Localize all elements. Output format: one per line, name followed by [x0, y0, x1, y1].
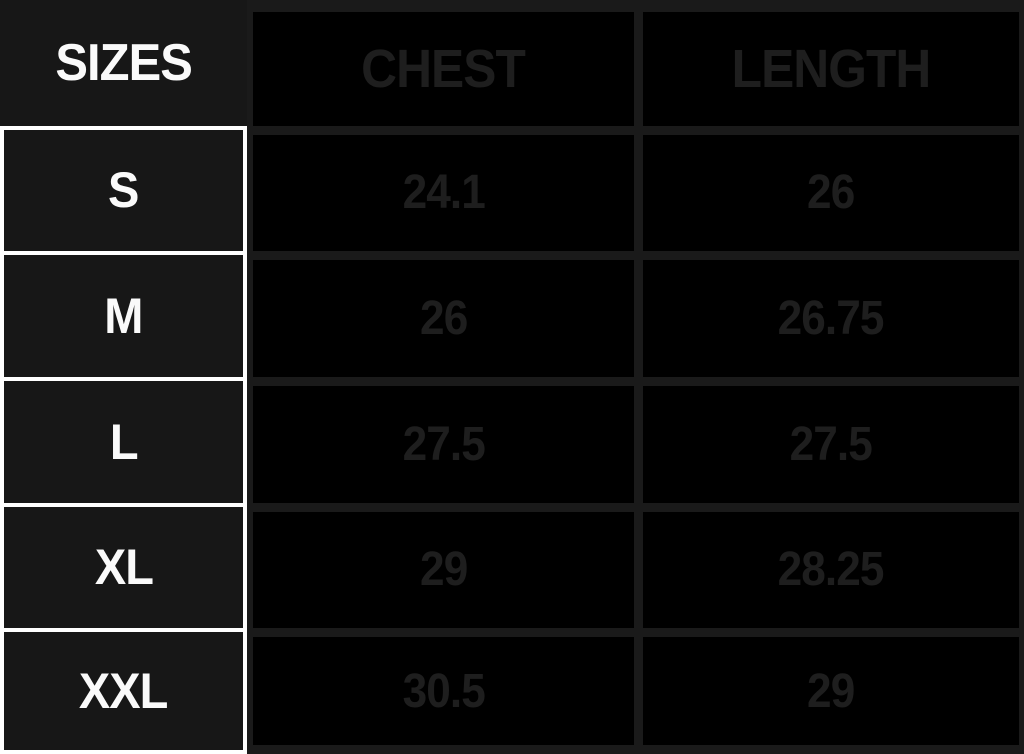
length-header-label: LENGTH	[731, 38, 932, 99]
chest-header-label: CHEST	[361, 38, 527, 99]
length-value: 28.25	[778, 543, 885, 597]
chest-value: 29	[419, 543, 468, 597]
chest-value-cell-l: 27.5	[247, 376, 634, 503]
chest-value: 24.1	[402, 166, 485, 220]
size-cell-m: M	[0, 251, 247, 377]
length-value-cell-m: 26.75	[634, 251, 1024, 377]
sizes-header-label: SIZES	[55, 33, 192, 92]
chest-value-cell-xxl: 30.5	[247, 628, 634, 754]
size-cell-l: L	[0, 376, 247, 503]
header-cell-chest: CHEST	[247, 0, 634, 126]
header-cell-sizes: SIZES	[0, 0, 247, 126]
length-value: 26	[807, 166, 855, 220]
length-value: 26.75	[778, 292, 885, 346]
chest-value: 30.5	[402, 664, 485, 718]
length-value-cell-xl: 28.25	[634, 502, 1024, 629]
length-value-cell-xxl: 29	[634, 628, 1024, 754]
size-label: XXL	[79, 663, 169, 720]
size-cell-xl: XL	[0, 502, 247, 629]
chest-value: 27.5	[402, 417, 485, 471]
chest-value-cell-xl: 29	[247, 502, 634, 629]
size-label: L	[109, 413, 139, 470]
length-value: 29	[807, 664, 855, 718]
size-label: S	[108, 162, 139, 219]
size-cell-xxl: XXL	[0, 628, 247, 754]
size-label: M	[104, 288, 143, 345]
size-cell-s: S	[0, 125, 247, 252]
length-value-cell-l: 27.5	[634, 376, 1024, 503]
header-cell-length: LENGTH	[634, 0, 1024, 126]
size-label: XL	[94, 539, 153, 596]
chest-value-cell-s: 24.1	[247, 125, 634, 252]
length-value-cell-s: 26	[634, 125, 1024, 252]
length-value: 27.5	[789, 417, 873, 471]
chest-value: 26	[419, 292, 468, 346]
chest-value-cell-m: 26	[247, 251, 634, 377]
